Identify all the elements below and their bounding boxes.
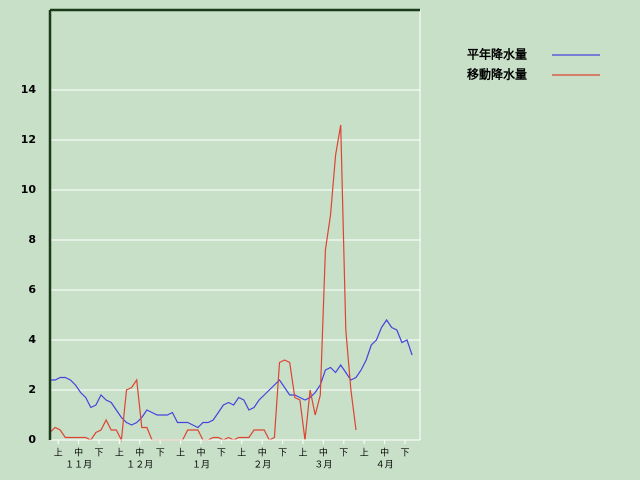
month-label: ３月: [314, 460, 332, 471]
x-tick-label: 中: [319, 447, 328, 459]
x-tick-label: 上: [115, 448, 124, 459]
plot-area: [50, 10, 420, 440]
x-tick-label: 下: [217, 449, 226, 459]
month-label: ２月: [253, 460, 271, 471]
x-tick-label: 中: [380, 447, 389, 459]
y-tick-label: 14: [21, 83, 37, 96]
y-tick-label: 8: [28, 233, 36, 246]
month-label: １１月: [65, 460, 92, 471]
x-tick-label: 中: [196, 447, 205, 459]
x-tick-label: 上: [54, 448, 63, 459]
month-label: １月: [192, 460, 210, 471]
x-tick-label: 中: [74, 447, 83, 459]
x-tick-label: 下: [400, 449, 409, 459]
legend-label: 平年降水量: [467, 47, 527, 62]
y-tick-label: 10: [21, 183, 37, 196]
y-tick-label: 0: [28, 433, 36, 446]
x-tick-label: 下: [339, 449, 348, 459]
x-tick-label: 上: [176, 448, 185, 459]
x-tick-label: 上: [237, 448, 246, 459]
month-label: １２月: [126, 460, 153, 471]
y-tick-label: 4: [28, 333, 36, 346]
x-tick-label: 上: [360, 448, 369, 459]
x-tick-label: 中: [135, 447, 144, 459]
x-tick-label: 中: [258, 447, 267, 459]
x-tick-label: 下: [156, 449, 165, 459]
x-tick-label: 下: [94, 449, 103, 459]
y-tick-label: 2: [28, 383, 36, 396]
series-line: [50, 318, 413, 429]
x-tick-label: 上: [298, 448, 307, 459]
y-tick-label: 6: [28, 283, 36, 296]
y-tick-label: 12: [21, 133, 36, 146]
legend-label: 移動降水量: [467, 67, 527, 82]
x-tick-label: 下: [278, 449, 287, 459]
month-label: ４月: [376, 460, 394, 471]
